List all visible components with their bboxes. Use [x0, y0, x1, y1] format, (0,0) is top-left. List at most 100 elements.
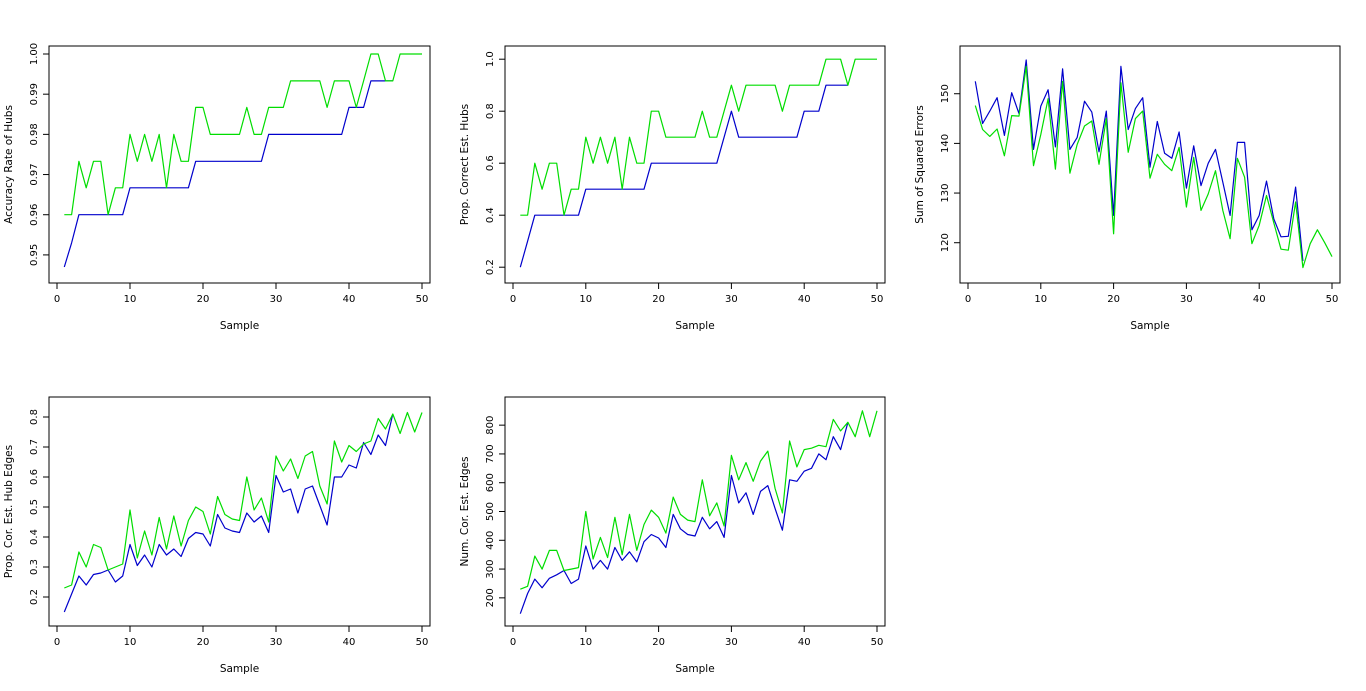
x-tick-label: 40 [343, 294, 356, 305]
y-tick-label: 0.3 [29, 559, 40, 575]
series-line-green [520, 58, 877, 216]
x-tick-label: 20 [1107, 294, 1120, 305]
y-tick-label: 0.99 [29, 83, 40, 105]
x-tick-label: 10 [579, 637, 592, 648]
x-tick-label: 20 [652, 637, 665, 648]
y-tick-label: 600 [485, 473, 496, 492]
x-tick-label: 10 [124, 637, 137, 648]
x-axis: 0 10 20 30 40 50 [510, 283, 884, 305]
y-tick-label: 500 [485, 502, 496, 521]
series-line-green [64, 411, 423, 589]
x-tick-label: 40 [1253, 294, 1266, 305]
x-tick-label: 50 [416, 294, 429, 305]
x-tick-label: 40 [798, 637, 811, 648]
x-tick-label: 30 [725, 637, 738, 648]
y-tick-label: 0.6 [485, 155, 496, 171]
x-axis: 0 10 20 30 40 50 [54, 626, 429, 648]
y-tick-label: 0.4 [29, 529, 40, 545]
y-tick-label: 1.0 [485, 51, 496, 67]
y-tick-label: 120 [940, 233, 951, 252]
x-tick-label: 0 [965, 294, 971, 305]
y-axis: 0.2 0.3 0.4 0.5 0.6 0.7 0.8 [29, 409, 49, 605]
y-tick-label: 0.8 [29, 409, 40, 425]
x-tick-label: 0 [510, 637, 516, 648]
chart-panel-4: 0 10 20 30 40 50 0.2 0.3 0.4 0.5 0.6 0.7 0.8 Sample Pr… [3, 396, 431, 675]
y-tick-label: 1.00 [29, 43, 40, 65]
x-tick-label: 30 [270, 294, 283, 305]
x-tick-label: 20 [197, 294, 210, 305]
y-axis-label: Sum of Squared Errors [914, 105, 926, 223]
y-tick-label: 150 [940, 84, 951, 103]
y-tick-label: 800 [485, 416, 496, 435]
y-tick-label: 0.2 [29, 589, 40, 605]
x-tick-label: 50 [871, 637, 884, 648]
x-tick-label: 20 [197, 637, 210, 648]
series-line-green [64, 53, 422, 216]
x-axis-label: Sample [220, 320, 259, 332]
y-axis: 120 130 140 150 [940, 84, 960, 252]
series-line-blue [519, 84, 848, 268]
y-axis-label: Prop. Correct Est. Hubs [459, 104, 471, 225]
y-axis: 0.95 0.96 0.97 0.98 0.99 1.00 [29, 43, 49, 266]
x-tick-label: 40 [343, 637, 356, 648]
x-axis-label: Sample [1130, 320, 1169, 332]
x-axis: 0 10 20 30 40 50 [965, 283, 1339, 305]
plot-frame [504, 45, 886, 284]
y-tick-label: 0.96 [29, 204, 40, 226]
x-tick-label: 50 [416, 637, 429, 648]
y-tick-label: 0.8 [485, 103, 496, 119]
y-tick-label: 0.2 [485, 259, 496, 275]
y-tick-label: 400 [485, 531, 496, 550]
y-tick-label: 0.7 [29, 439, 40, 455]
y-tick-label: 130 [940, 184, 951, 203]
x-axis-label: Sample [675, 663, 714, 675]
x-tick-label: 50 [871, 294, 884, 305]
plot-frame [48, 45, 431, 284]
y-tick-label: 0.98 [29, 123, 40, 145]
plot-frame [504, 396, 886, 627]
x-tick-label: 10 [579, 294, 592, 305]
y-tick-label: 0.6 [29, 469, 40, 485]
y-tick-label: 0.95 [29, 244, 40, 266]
series-line-green [974, 65, 1333, 269]
plot-frame [959, 45, 1341, 284]
y-axis-label: Accuracy Rate of Hubs [3, 105, 15, 224]
x-axis: 0 10 20 30 40 50 [54, 283, 429, 305]
y-axis: 200 300 400 500 600 700 800 [485, 416, 505, 607]
y-tick-label: 140 [940, 134, 951, 153]
series-line-blue [519, 422, 849, 614]
plot-frame [48, 396, 431, 627]
y-tick-label: 0.97 [29, 163, 40, 185]
x-tick-label: 0 [54, 637, 60, 648]
x-tick-label: 20 [652, 294, 665, 305]
chart-panel-5: 0 10 20 30 40 50 200 300 400 500 600 700 800 Sample Nu… [459, 396, 886, 675]
x-tick-label: 50 [1326, 294, 1339, 305]
y-tick-label: 700 [485, 444, 496, 463]
x-axis: 0 10 20 30 40 50 [510, 626, 884, 648]
x-tick-label: 10 [1034, 294, 1047, 305]
x-tick-label: 30 [725, 294, 738, 305]
x-tick-label: 30 [270, 637, 283, 648]
x-tick-label: 0 [54, 294, 60, 305]
y-tick-label: 200 [485, 588, 496, 607]
x-tick-label: 0 [510, 294, 516, 305]
x-tick-label: 30 [1180, 294, 1193, 305]
chart-panel-1: 0 10 20 30 40 50 0.95 0.96 0.97 0.98 0.99 1.00 Sampl… [3, 43, 431, 332]
x-axis-label: Sample [675, 320, 714, 332]
y-tick-label: 0.4 [485, 207, 496, 223]
series-line-blue [63, 80, 393, 268]
x-axis-label: Sample [220, 663, 259, 675]
series-line-blue [974, 59, 1304, 262]
series-line-green [520, 410, 878, 590]
x-tick-label: 40 [798, 294, 811, 305]
y-axis-label: Prop. Cor. Est. Hub Edges [3, 445, 15, 578]
y-axis-label: Num. Cor. Est. Edges [459, 457, 471, 567]
chart-panel-3: 0 10 20 30 40 50 120 130 140 150 Sample Sum of Squa… [914, 45, 1341, 332]
chart-panel-2: 0 10 20 30 40 50 0.2 0.4 0.6 0.8 1.0 Sample Prop. Co… [459, 45, 886, 332]
y-axis: 0.2 0.4 0.6 0.8 1.0 [485, 51, 505, 275]
y-tick-label: 0.5 [29, 499, 40, 515]
series-line-blue [63, 413, 394, 613]
x-tick-label: 10 [124, 294, 137, 305]
y-tick-label: 300 [485, 560, 496, 579]
